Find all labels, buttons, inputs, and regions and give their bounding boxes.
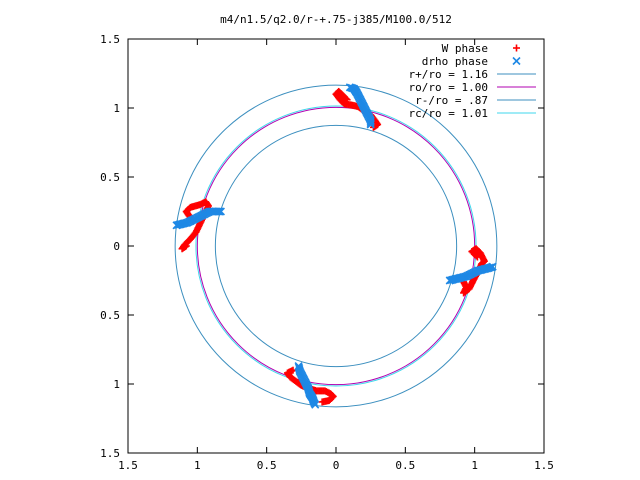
- y-tick-label: 0: [113, 240, 120, 253]
- y-tick-label: 0.5: [100, 171, 120, 184]
- legend-marker-sample: [513, 44, 520, 52]
- w-phase-point: [182, 242, 190, 250]
- drho-phase-point: [366, 117, 375, 126]
- drho-phase-point: [311, 400, 320, 409]
- legend-label: r-/ro = .87: [415, 94, 488, 107]
- circle-r-ro-87: [214, 124, 458, 368]
- drho-phase-point: [214, 207, 223, 216]
- drho-phase-point: [366, 119, 375, 128]
- x-tick-label: 0: [333, 459, 340, 472]
- drho-phase-arm-1: [172, 207, 225, 230]
- drho-phase-point: [366, 120, 375, 129]
- legend-entry-0: W phase: [442, 42, 520, 55]
- circle-ro-ro-1-00: [196, 106, 476, 386]
- legend-entry-5: rc/ro = 1.01: [409, 107, 536, 120]
- y-tick-label: 1.5: [100, 33, 120, 46]
- legend-entry-3: ro/ro = 1.00: [409, 81, 536, 94]
- y-tick-label: 1.5: [100, 447, 120, 460]
- x-tick-label: 0.5: [395, 459, 415, 472]
- plot-axes: 1.5 1 0.5 0 0.5 1 1.51.510.500.511.5: [100, 33, 554, 472]
- reference-circles: [174, 84, 498, 408]
- drho-phase-point: [488, 262, 497, 271]
- x-tick-label: 1: [471, 459, 478, 472]
- drho-phase-arm-0: [345, 83, 375, 129]
- y-tick-label: 1: [113, 378, 120, 391]
- legend-label: W phase: [442, 42, 488, 55]
- drho-phase-arm-2: [294, 361, 320, 409]
- drho-phase-point: [216, 207, 225, 216]
- x-tick-label: 1.5: [534, 459, 554, 472]
- phase-markers: [172, 83, 497, 409]
- w-phase-point: [473, 253, 481, 261]
- circle-r-ro-1-16: [174, 84, 498, 408]
- legend-entry-4: r-/ro = .87: [415, 94, 536, 107]
- legend-marker-sample: [512, 56, 521, 66]
- legend-entry-1: drho phase: [422, 55, 521, 68]
- drho-phase-arm-3: [445, 262, 497, 285]
- legend-entry-2: r+/ro = 1.16: [409, 68, 536, 81]
- x-tick-label: 1.5: [118, 459, 138, 472]
- drho-phase-point: [215, 207, 224, 216]
- chart-title: m4/n1.5/q2.0/r-+.75-j385/M100.0/512: [220, 13, 452, 26]
- x-tick-label: 1: [194, 459, 201, 472]
- x-tick-label: 0.5: [257, 459, 277, 472]
- y-tick-label: 1: [113, 102, 120, 115]
- legend-label: ro/ro = 1.00: [409, 81, 488, 94]
- y-tick-label: 0.5: [100, 309, 120, 322]
- w-phase-point: [318, 398, 326, 406]
- legend-label: r+/ro = 1.16: [409, 68, 488, 81]
- legend-label: drho phase: [422, 55, 488, 68]
- w-phase-point: [472, 252, 480, 260]
- legend-label: rc/ro = 1.01: [409, 107, 488, 120]
